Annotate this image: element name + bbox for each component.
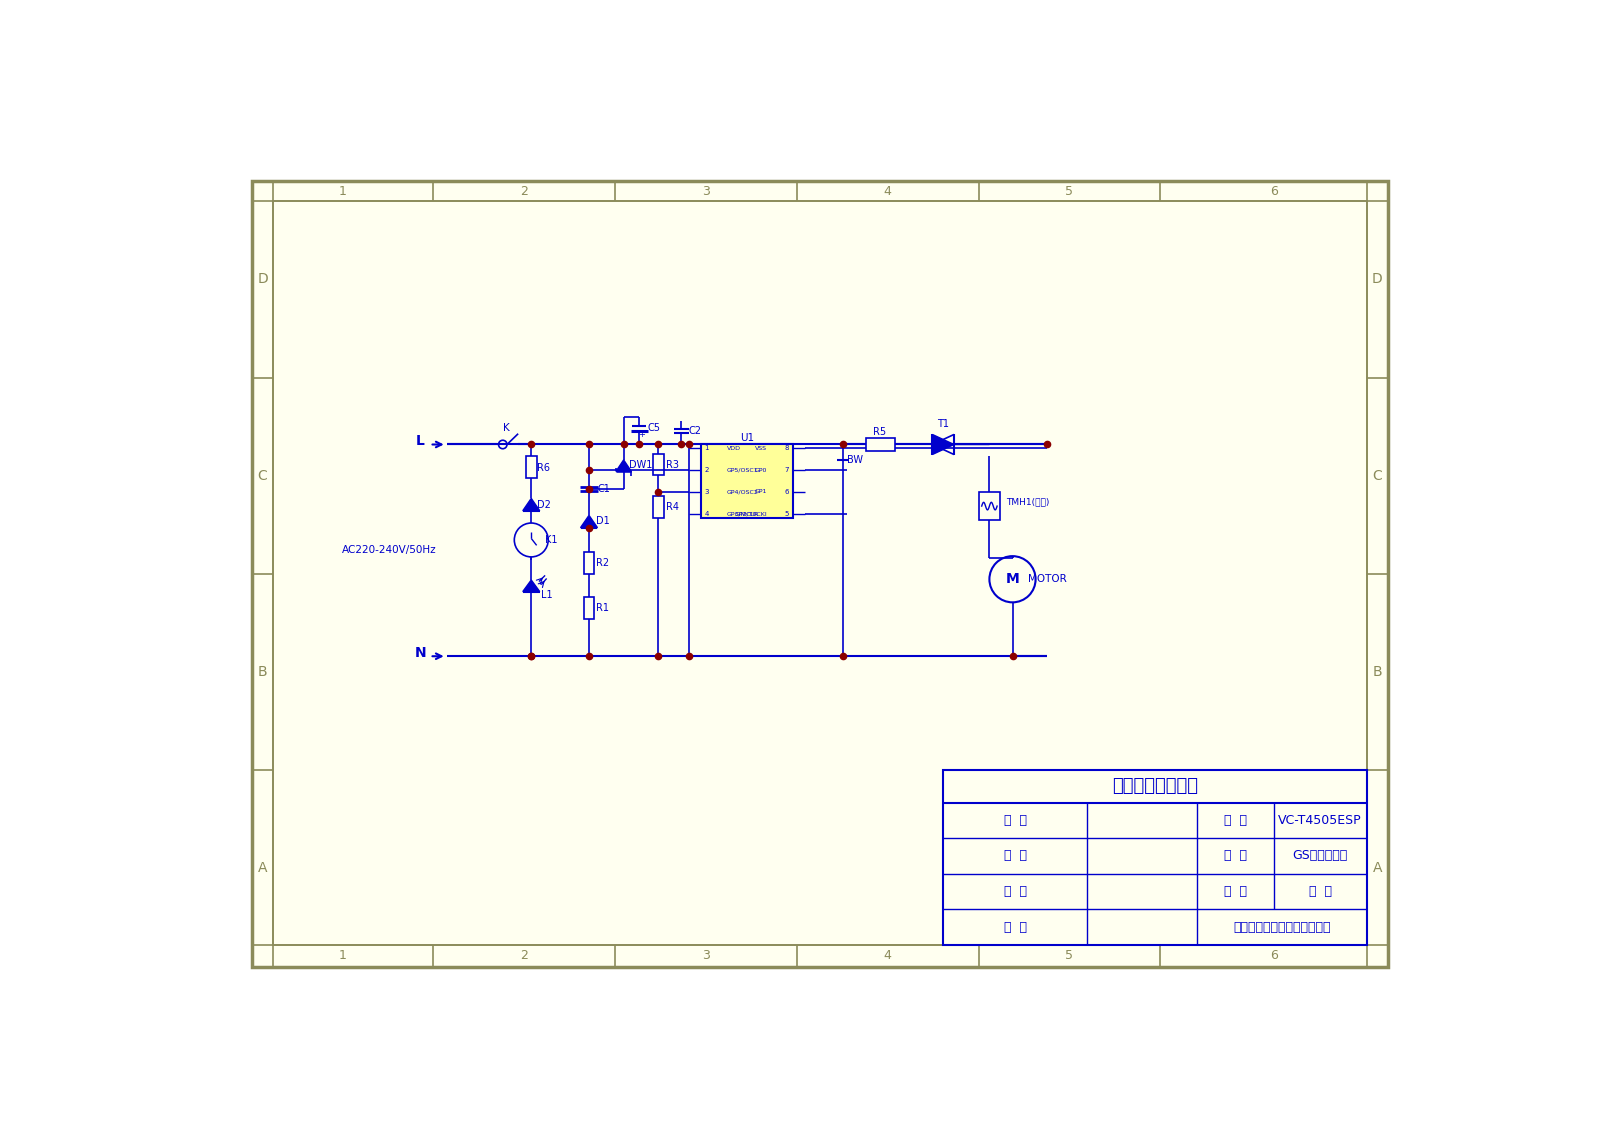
Text: R2: R2 [597,558,610,568]
Text: B: B [1373,665,1382,679]
Text: D2: D2 [538,500,552,510]
Text: 4: 4 [704,511,709,517]
Polygon shape [523,580,539,592]
Text: C5: C5 [648,423,661,432]
Text: GP1: GP1 [755,490,766,494]
Text: 共  张: 共 张 [1224,886,1246,898]
Text: A: A [258,862,267,875]
Bar [526,456,536,477]
Text: 6: 6 [1270,184,1278,198]
Bar [584,552,594,573]
Polygon shape [616,460,632,472]
Bar [944,770,1366,946]
Text: R5: R5 [874,428,886,438]
Text: 第  张: 第 张 [1309,886,1331,898]
Polygon shape [581,516,597,528]
Text: C: C [258,468,267,483]
Text: AC220-240V/50Hz: AC220-240V/50Hz [341,545,437,555]
Text: R4: R4 [666,502,678,512]
Text: GP5/OSC1: GP5/OSC1 [726,467,758,473]
Text: 2: 2 [520,949,528,962]
Text: GS单片机控制: GS单片机控制 [1293,849,1347,863]
Text: 批  准: 批 准 [1003,886,1027,898]
Text: 规  格: 规 格 [1224,849,1246,863]
Text: VDD: VDD [726,446,741,451]
Text: A: A [1373,862,1382,875]
Text: 审  核: 审 核 [1003,849,1027,863]
Text: 3: 3 [704,489,709,495]
Bar [701,444,794,518]
Bar [584,597,594,619]
Text: 1: 1 [339,949,347,962]
Text: D: D [258,273,267,286]
Text: 4: 4 [883,949,891,962]
Text: 1: 1 [339,184,347,198]
Text: 5: 5 [1066,184,1074,198]
Text: M: M [1006,572,1019,586]
Bar [653,497,664,518]
Text: 6: 6 [784,489,789,495]
Text: 苏州金莱克清洁器具有限公司: 苏州金莱克清洁器具有限公司 [1234,921,1331,934]
Bar [274,201,1366,946]
Text: MOTOR: MOTOR [1027,575,1067,585]
Text: 2: 2 [704,467,709,473]
Text: N: N [414,646,426,661]
Text: K1: K1 [546,535,557,545]
Text: 6: 6 [1270,949,1278,962]
Text: C: C [1373,468,1382,483]
Text: D: D [1373,273,1382,286]
Text: TMH1(选用): TMH1(选用) [1006,498,1050,507]
Text: VSS: VSS [755,446,766,451]
Text: DW1: DW1 [629,460,653,470]
Text: 5: 5 [786,511,789,517]
Text: 8: 8 [784,446,789,451]
Text: 设  计: 设 计 [1003,814,1027,827]
Text: BW: BW [846,455,862,465]
Text: VC-T4505ESP: VC-T4505ESP [1278,814,1362,827]
Text: R6: R6 [538,463,550,473]
Bar [653,454,664,475]
Text: D1: D1 [595,517,610,527]
Polygon shape [933,434,954,455]
Text: L1: L1 [541,590,552,601]
Text: 2: 2 [520,184,528,198]
Text: L: L [416,434,426,448]
Text: 4: 4 [883,184,891,198]
Text: K: K [504,423,510,432]
Text: C2: C2 [688,426,702,437]
Text: 型  号: 型 号 [1224,814,1246,827]
Text: R3: R3 [666,459,678,469]
Text: R1: R1 [597,603,610,613]
Text: GP4/OSC2: GP4/OSC2 [726,490,758,494]
Text: B: B [258,665,267,679]
Text: 7: 7 [784,467,789,473]
Text: GP2/T0CKI: GP2/T0CKI [734,511,766,516]
Text: C1: C1 [598,484,611,494]
Text: +: + [638,430,645,439]
Bar [866,439,896,450]
Text: GP3/MCLR: GP3/MCLR [726,511,758,516]
Polygon shape [523,499,539,511]
Text: 日  期: 日 期 [1003,921,1027,934]
Text: 5: 5 [1066,949,1074,962]
Bar [979,492,1000,520]
Text: GP0: GP0 [755,467,766,473]
Text: 3: 3 [702,184,710,198]
Text: 吸尘器电路原理图: 吸尘器电路原理图 [1112,777,1198,795]
Text: 3: 3 [702,949,710,962]
Text: T1: T1 [938,420,949,430]
Text: 1: 1 [704,446,709,451]
Text: U1: U1 [739,432,754,442]
